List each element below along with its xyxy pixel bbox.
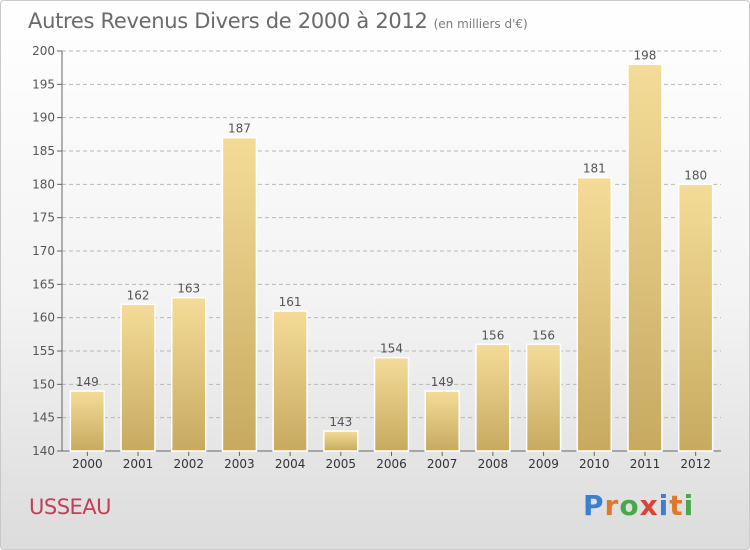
chart-title: Autres Revenus Divers de 2000 à 2012 (en …	[28, 9, 528, 33]
data-label-2001: 162	[127, 288, 150, 302]
bar-2011	[627, 63, 663, 452]
x-tick-label-2003: 2003	[224, 457, 255, 471]
x-tick-label-2002: 2002	[173, 457, 204, 471]
y-tick-label: 160	[32, 311, 55, 325]
x-tick-label-2008: 2008	[478, 457, 509, 471]
bars	[69, 63, 714, 452]
y-tick-label: 155	[32, 344, 55, 358]
x-tick-label-2009: 2009	[528, 457, 559, 471]
x-tick-label-2004: 2004	[275, 457, 306, 471]
y-tick-label: 175	[32, 211, 55, 225]
bar-2005	[323, 430, 359, 452]
bar-2001	[120, 303, 156, 452]
logo-letter: i	[658, 489, 670, 522]
data-label-2008: 156	[481, 328, 504, 342]
labels: 149 2000 162 2001 163 2002 187 2003 161 2004 143 20…	[72, 48, 711, 471]
data-label-2010: 181	[583, 162, 606, 176]
bar-2012	[677, 183, 714, 452]
logo-letter: r	[604, 489, 620, 522]
y-tick-label: 190	[32, 111, 55, 125]
y-tick-label: 195	[32, 77, 55, 91]
data-label-2011: 198	[634, 48, 657, 62]
data-label-2003: 187	[228, 122, 251, 136]
chart-title-text: Autres Revenus Divers de 2000 à 2012	[28, 9, 428, 33]
y-tick-label: 200	[32, 44, 55, 58]
bar-2007	[424, 390, 460, 452]
data-label-2006: 154	[380, 342, 403, 356]
chart-subtitle: (en milliers d'€)	[433, 17, 528, 31]
y-tick-label: 140	[32, 444, 55, 458]
data-label-2012: 180	[684, 168, 707, 182]
bar-2004	[272, 310, 308, 452]
y-tick-label: 165	[32, 277, 55, 291]
y-tick-label: 145	[32, 411, 55, 425]
y-tick-label: 180	[32, 177, 55, 191]
bar-2008	[475, 343, 511, 452]
bar-2002	[170, 296, 207, 452]
x-tick-label-2001: 2001	[123, 457, 154, 471]
data-label-2007: 149	[431, 375, 454, 389]
x-tick-label-2012: 2012	[680, 457, 711, 471]
y-tick-label: 150	[32, 377, 55, 391]
proxiti-logo[interactable]: Proxiti	[583, 489, 694, 522]
data-label-2000: 149	[76, 375, 99, 389]
logo-letter: x	[639, 489, 659, 522]
data-label-2004: 161	[279, 295, 302, 309]
bar-2003	[221, 136, 258, 452]
y-tick-label: 170	[32, 244, 55, 258]
logo-letter: o	[619, 489, 640, 522]
logo-letter: i	[683, 489, 695, 522]
bar-2006	[373, 356, 410, 452]
data-label-2009: 156	[532, 328, 555, 342]
bar-2009	[525, 343, 562, 452]
x-tick-label-2011: 2011	[630, 457, 661, 471]
logo-letter: t	[669, 489, 684, 522]
x-tick-label-2007: 2007	[427, 457, 458, 471]
location-name: USSEAU	[29, 495, 112, 519]
x-tick-label-2005: 2005	[326, 457, 357, 471]
x-tick-label-2010: 2010	[579, 457, 610, 471]
x-tick-label-2000: 2000	[72, 457, 103, 471]
bar-2000	[69, 390, 106, 452]
y-tick-label: 185	[32, 144, 55, 158]
data-label-2005: 143	[329, 415, 352, 429]
x-tick-label-2006: 2006	[376, 457, 407, 471]
data-label-2002: 163	[177, 282, 200, 296]
logo-letter: P	[583, 489, 605, 522]
bar-2010	[576, 176, 613, 452]
